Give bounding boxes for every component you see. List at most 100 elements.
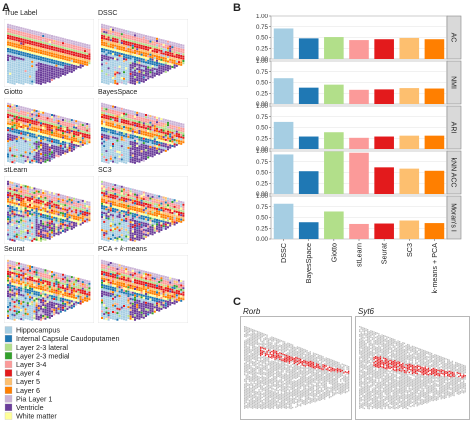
bar-3-2 [324,151,344,194]
bar-3-4 [374,167,394,194]
bar-2-1 [298,136,319,149]
y-tick-label: 0.75 [256,24,269,31]
tile-title-true-label: True Label [4,10,38,17]
legend-swatch-9 [4,403,13,412]
panel-c-letter: C [233,296,241,308]
y-tick-label: 1.00 [256,193,269,200]
y-tick-label: 0.25 [256,135,269,142]
bar-3-6 [424,170,445,194]
y-tick-label: 0.50 [256,215,269,222]
bar-0-5 [399,37,420,59]
y-tick-label: 1.00 [256,58,269,65]
tile-map-pca-kmeans [98,255,188,323]
x-tick-label-5: SC3 [405,243,414,257]
bar-0-4 [374,39,394,59]
tile-title-pca-kmeans: PCA + k-means [98,246,147,253]
tile-title-giotto: Giotto [4,89,23,96]
facet-strip-label-0: AC [450,33,457,43]
tile-map-true-label [4,19,94,87]
bar-0-1 [298,38,319,59]
legend-label-7: Layer 6 [16,386,40,395]
legend-label-10: White matter [16,412,57,421]
y-tick-label: 0.50 [256,170,269,177]
bar-0-0 [273,28,294,59]
tile-title-stlearn: stLearn [4,167,28,174]
y-tick-label: 1.00 [256,148,269,155]
bar-2-0 [273,121,294,149]
legend-swatch-6 [4,377,13,386]
y-tick-label: 0.25 [256,225,269,232]
tile-title-dssc: DSSC [98,10,118,17]
gene-syt6-label: Syt6 [358,307,375,316]
panel-a-letter: A [2,2,10,14]
bar-3-0 [273,154,294,194]
bar-4-4 [374,223,394,239]
y-tick-label: 0.25 [256,90,269,97]
y-tick-label: 0.50 [256,80,269,87]
legend-swatch-1 [4,334,13,343]
y-tick-label: 0.25 [256,180,269,187]
bar-3-5 [399,168,420,194]
facet-strip-label-2: ARI [450,122,457,134]
bar-0-3 [349,40,369,59]
bar-1-2 [324,84,344,104]
x-tick-label-0: DSSC [279,243,288,263]
tile-map-stlearn [4,176,94,244]
facet-strip-3 [446,150,462,195]
x-tick-label-6: k-means + PCA [430,243,439,294]
bar-4-2 [324,211,344,239]
facet-strip-label-1: NMI [450,76,457,89]
panel-b-letter: B [233,2,241,14]
legend-label-0: Hippocampus [16,326,60,335]
facet-strip-label-4: Moran's I [450,203,457,232]
legend-label-4: Layer 3-4 [16,360,46,369]
x-tick-label-4: Seurat [380,243,389,264]
legend-label-3: Layer 2-3 medial [16,351,70,360]
tile-map-seurat [4,255,94,323]
tile-title-sc3: SC3 [98,167,112,174]
bar-1-3 [349,89,369,104]
bar-4-0 [273,203,294,239]
y-tick-label: 0.75 [256,114,269,121]
legend-swatch-0 [4,326,13,334]
bar-1-6 [424,88,445,104]
y-tick-label: 0.00 [256,101,269,108]
facet-strip-0 [446,15,462,60]
bar-3-1 [298,171,319,194]
y-tick-label: 1.00 [256,14,269,20]
bar-1-4 [374,89,394,104]
y-tick-label: 0.00 [256,191,269,198]
gene-title-rorb: Rorb [243,307,260,316]
tile-title-prefix: PCA + [98,246,120,253]
tile-title-italic: k [119,246,124,253]
y-tick-label: 0.75 [256,204,269,211]
bar-2-2 [324,132,344,149]
y-tick-label: 0.75 [256,69,269,76]
tile-map-dssc [98,19,188,87]
y-tick-label: 1.00 [256,103,269,110]
y-tick-label: 0.00 [256,56,269,63]
legend-label-1: Internal Capsule Caudoputamen [16,334,120,343]
y-tick-label: 0.50 [256,35,269,42]
gene-title-syt6: Syt6 [358,307,374,316]
y-tick-label: 0.00 [256,236,269,243]
tile-title-bayesspace: BayesSpace [98,89,138,96]
legend-label-5: Layer 4 [16,369,40,378]
facet-strip-4 [446,195,462,240]
facet-strip-1 [446,60,462,105]
y-tick-label: 0.50 [256,125,269,132]
legend-label-6: Layer 5 [16,377,40,386]
bar-2-5 [399,135,420,149]
x-tick-label-1: BayesSpace [304,243,313,283]
y-tick-label: 0.75 [256,159,269,166]
metrics-bar-chart: 0.00 0.25 0.50 0.75 1.00 AC 0.00 0.25 0.50 0.75 1.… [256,14,462,294]
legend-label-2: Layer 2-3 lateral [16,343,68,352]
bar-4-5 [399,220,420,239]
bar-2-6 [424,135,445,149]
tile-map-giotto [4,98,94,166]
y-tick-label: 0.25 [256,45,269,52]
tile-map-bayesspace [98,98,188,166]
tile-title-suffix: -means [123,246,147,253]
bar-1-0 [273,78,294,104]
